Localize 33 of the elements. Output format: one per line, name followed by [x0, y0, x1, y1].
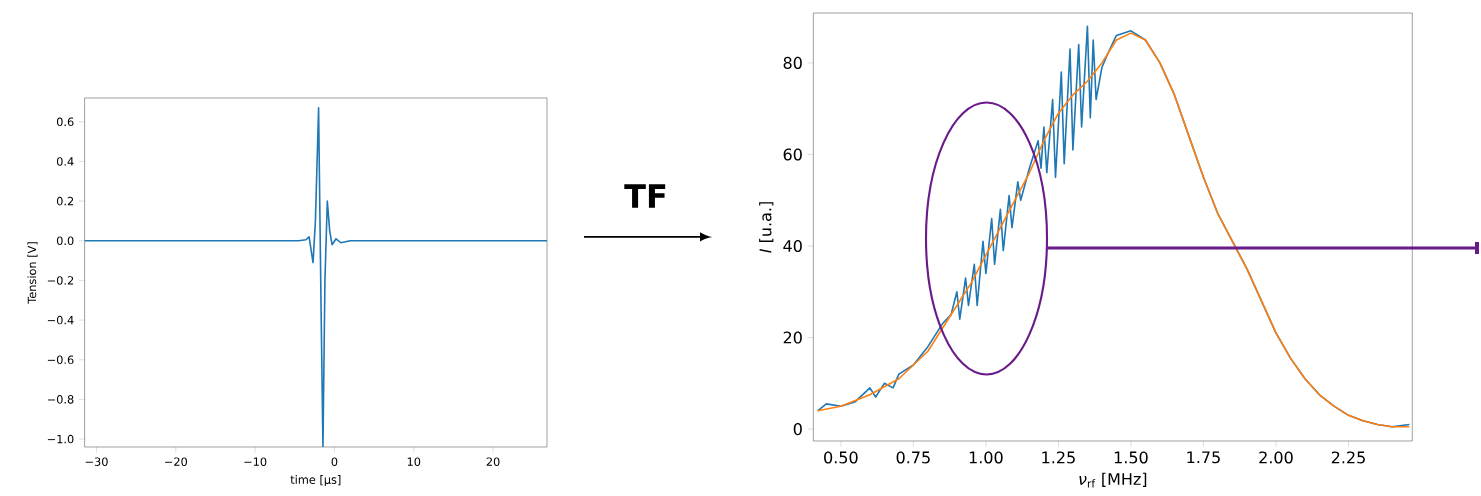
y-tick-label: 0.2 — [56, 196, 74, 206]
x-tick-label: 0.50 — [824, 451, 858, 464]
text: TF — [624, 184, 666, 208]
y-axis-title: Tension [V] — [27, 242, 38, 304]
x-tick-label: 20 — [486, 457, 500, 466]
y-tick-label: 80 — [783, 56, 802, 69]
y-tick-label: −0.8 — [47, 395, 74, 404]
x-tick-label: 10 — [407, 457, 421, 466]
x-tick-label: −10 — [244, 457, 267, 466]
x-tick-label: 1.75 — [1187, 451, 1220, 464]
y-tick-label: 40 — [783, 239, 802, 253]
y-tick-label: 0 — [793, 423, 802, 436]
y-tick-label: 60 — [783, 148, 802, 161]
y-tick-label: −0.6 — [47, 355, 74, 365]
x-tick-label: −20 — [165, 457, 188, 466]
y-tick-label: 20 — [783, 331, 802, 344]
x-tick-label: 0.75 — [896, 451, 930, 464]
x-tick-label: 1.50 — [1114, 451, 1148, 464]
y-tick-label: −0.4 — [47, 315, 74, 325]
y-tick-label: −1.0 — [47, 434, 74, 444]
y-tick-label: 0.4 — [56, 157, 74, 166]
x-tick-label: 2.00 — [1259, 451, 1293, 464]
x-axis-title: ν$_{rf}$ [MHz] — [1079, 472, 1147, 488]
x-tick-label: 1.00 — [969, 451, 1003, 464]
x-axis-title: time [μs] — [290, 475, 341, 487]
y-tick-label: 0.0 — [56, 236, 74, 246]
y-tick-label: 0.6 — [56, 117, 74, 127]
y-axis-title: I [u.a.] — [759, 202, 774, 253]
y-tick-label: −0.2 — [47, 276, 74, 285]
x-tick-label: −30 — [85, 457, 108, 466]
x-tick-label: 1.25 — [1042, 451, 1075, 464]
x-tick-label: 0 — [331, 457, 338, 466]
x-tick-label: 2.25 — [1331, 451, 1365, 464]
